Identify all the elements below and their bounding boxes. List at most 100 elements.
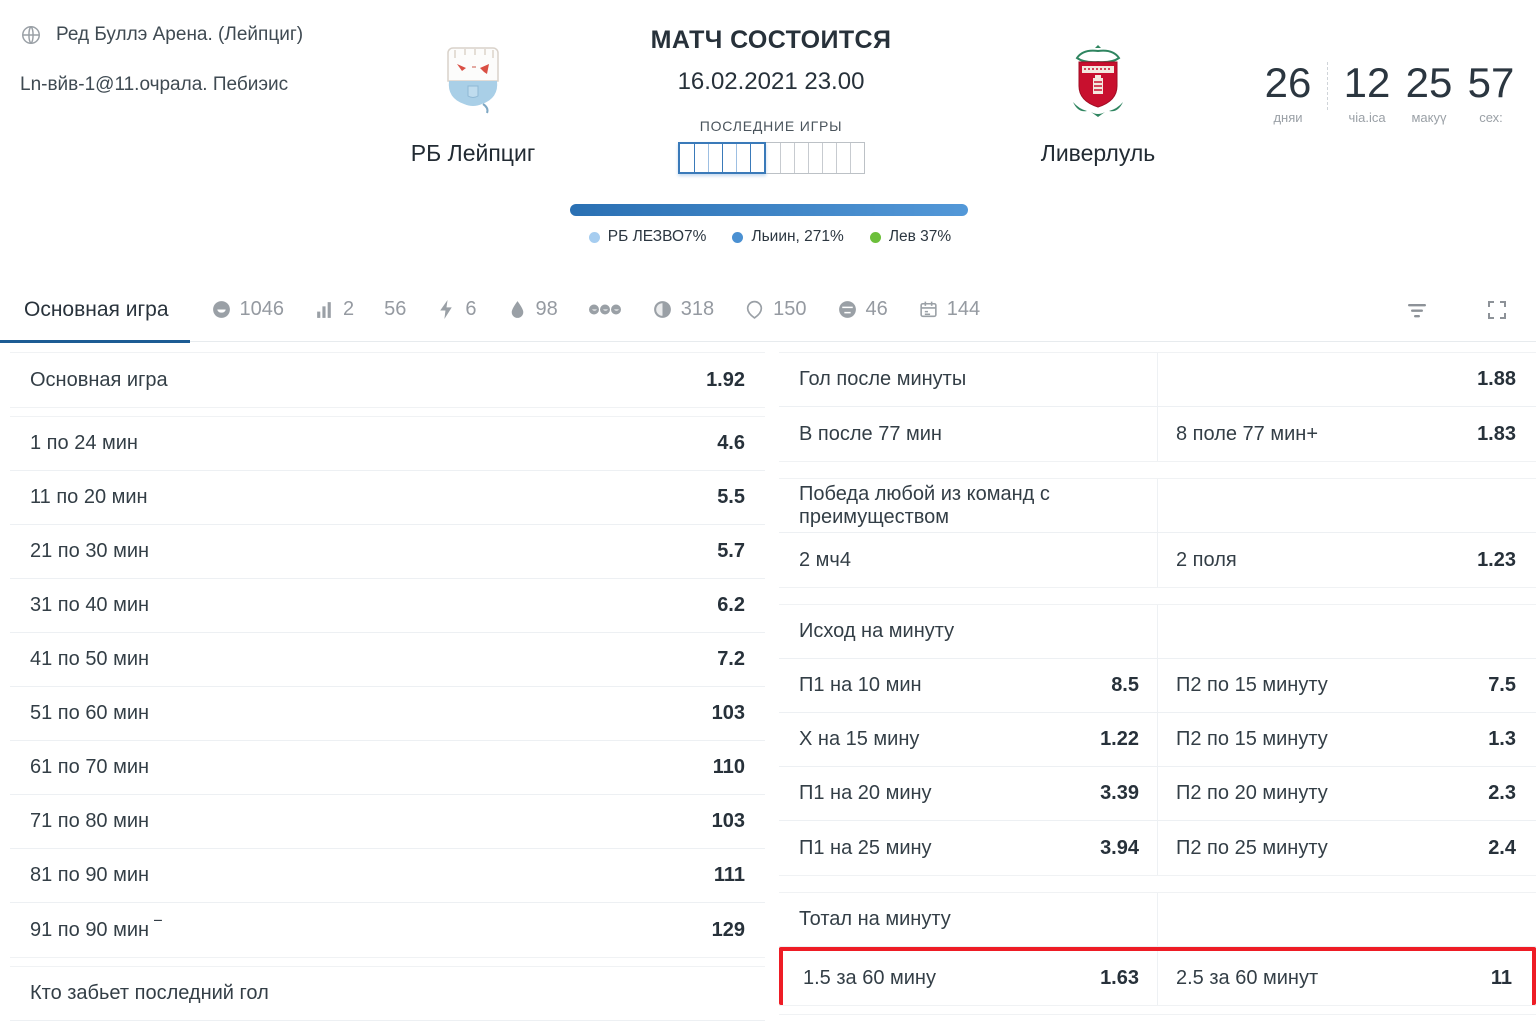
odds-cell[interactable]: П2 по 25 минуту 2.4 [1157, 821, 1536, 875]
odds-cell[interactable]: 2 мч4 [779, 533, 1157, 587]
filter-icon[interactable] [1406, 299, 1428, 321]
odds-cell[interactable]: Х на 15 мину 1.22 [779, 713, 1157, 766]
odds-label: П2 по 25 минуту [1176, 836, 1328, 859]
tab-stat-extra[interactable]: 56 [384, 298, 406, 321]
odds-label: 11 по 20 мин [30, 486, 148, 508]
odds-cell[interactable]: 1.5 за 60 мину 1.63 [783, 951, 1157, 1005]
countdown: 26 дняи 12 чіа.іса 25 макуү 57 сех: [1257, 59, 1522, 125]
odds-content: Основная игра 1.92 1 по 24 мин 4.6 11 по… [0, 352, 1536, 1024]
section-header-row[interactable]: Кто забьет последний гол [10, 967, 765, 1021]
card-goal-after-minute: Гол после минуты 1.88 В после 77 мин 8 п… [779, 352, 1536, 462]
tab-stat-value: 144 [946, 298, 981, 320]
odds-row[interactable]: 81 по 90 мин 111 [10, 849, 765, 903]
section-title: Исход на минуту [799, 620, 955, 642]
header-value-cell [1157, 605, 1536, 658]
tab-stat-value: 2 [343, 298, 355, 320]
odds-cell[interactable]: 2.5 за 60 минут 11 [1157, 951, 1532, 1005]
team-home-logo-icon [388, 44, 558, 126]
tab-stat-goals[interactable]: 318 [652, 298, 714, 321]
odds-value: 2.3 [1488, 782, 1516, 804]
legend-label-draw: Льиин, 271% [751, 228, 844, 245]
header-value-cell[interactable]: 1.88 [1157, 353, 1536, 406]
tab-stat-locations[interactable]: 150 [744, 298, 807, 321]
odds-value: 8.5 [1111, 674, 1139, 696]
odds-cell[interactable]: П2 по 15 минуту 1.3 [1157, 713, 1536, 766]
tab-stat-hot[interactable]: 98 [507, 298, 558, 321]
section-header-row: Гол после минуты 1.88 [779, 353, 1536, 407]
tab-stat-value: 318 [680, 298, 715, 320]
tab-main-game[interactable]: Основная игра [24, 297, 169, 321]
tab-stat-fast[interactable]: 6 [436, 298, 477, 321]
header-cell[interactable]: Исход на минуту [779, 605, 1157, 658]
card-outcome-by-minute: Исход на минуту П1 на 10 мин 8.5 П2 по 1… [779, 604, 1536, 876]
odds-row[interactable]: 31 по 40 мин 6.2 [10, 579, 765, 633]
tab-stat-charts[interactable]: 2 [314, 298, 354, 321]
tab-stat-value: 56 [384, 298, 407, 320]
odds-row[interactable]: 21 по 30 мин 5.7 [10, 525, 765, 579]
tab-stats: 1046 2 56 6 98 318 [211, 298, 980, 321]
odds-label: П2 по 20 минуту [1176, 782, 1328, 804]
last-games-home-cells [677, 142, 766, 174]
card-partial [779, 1014, 1536, 1024]
odds-row[interactable]: 91 по 90 мин ‾ 129 [10, 903, 765, 957]
odds-row[interactable]: 51 по 60 мин 103 [10, 687, 765, 741]
odds-label: 81 по 90 мин [30, 864, 150, 886]
tab-stat-markets[interactable]: 1046 [211, 298, 285, 321]
countdown-separator [1327, 62, 1328, 110]
odds-column-right: Гол после минуты 1.88 В после 77 мин 8 п… [779, 352, 1536, 1024]
odds-row[interactable]: Основная игра 1.92 [10, 353, 765, 407]
card-minute-intervals: 1 по 24 мин 4.6 11 по 20 мин 5.5 21 по 3… [10, 416, 765, 958]
odds-value: 1.3 [1488, 728, 1516, 750]
odds-label: П2 по 15 минуту [1176, 674, 1328, 696]
odds-cell[interactable]: П1 на 20 мину 3.39 [779, 767, 1157, 820]
last-games-away-cells [765, 142, 865, 174]
odds-row[interactable]: 41 по 50 мин 7.2 [10, 633, 765, 687]
odds-label: 71 по 80 мин [30, 810, 150, 832]
header-cell[interactable]: Победа любой из команд с преимуществом [779, 479, 1157, 532]
legend-item-away: Лев 37% [869, 228, 951, 246]
odds-cell[interactable]: 8 поле 77 мин+ 1.83 [1157, 407, 1536, 461]
odds-row[interactable]: 11 по 20 мин 5.5 [10, 471, 765, 525]
expand-icon[interactable] [1486, 299, 1508, 321]
odds-label: 2 мч4 [799, 548, 851, 571]
partial-row [779, 1015, 1536, 1024]
odds-value: 1.92 [706, 368, 745, 391]
odds-value: 3.94 [1100, 836, 1139, 859]
odds-row[interactable]: 61 по 70 мин 110 [10, 741, 765, 795]
calendar-icon [920, 301, 937, 318]
tab-stat-corners[interactable]: 46 [837, 298, 888, 321]
last-games-label: ПОСЛЕДНИЕ ИГРЫ [699, 118, 843, 134]
odds-row-pair: П1 на 20 мину 3.39 П2 по 20 минуту 2.3 [779, 767, 1536, 821]
tab-stat-value: 1046 [239, 298, 285, 320]
section-header-row: Победа любой из команд с преимуществом [779, 479, 1536, 533]
countdown-days-value: 26 [1264, 59, 1312, 106]
match-datetime: 16.02.2021 23.00 [677, 68, 865, 95]
odds-cell[interactable]: П2 по 20 минуту 2.3 [1157, 767, 1536, 820]
legend-item-home: РБ ЛЕЗВО7% [588, 228, 706, 246]
tab-stat-schedule[interactable]: 144 [918, 298, 980, 321]
ball-icon [212, 301, 230, 318]
countdown-seconds-value: 57 [1467, 59, 1515, 106]
header-cell[interactable]: Гол после минуты [779, 353, 1157, 406]
odds-cell[interactable]: В после 77 мин [779, 407, 1157, 461]
last-games-strip[interactable] [677, 142, 865, 174]
odds-row-pair: В после 77 мин 8 поле 77 мин+ 1.83 [779, 407, 1536, 461]
tab-stat-balls[interactable] [588, 299, 622, 320]
odds-cell[interactable]: П1 на 10 мин 8.5 [779, 659, 1157, 712]
odds-cell[interactable]: 2 поля 1.23 [1157, 533, 1536, 587]
odds-cell[interactable]: П1 на 25 мину 3.94 [779, 821, 1157, 875]
odds-cell[interactable]: П2 по 15 минуту 7.5 [1157, 659, 1536, 712]
odds-row[interactable]: 71 по 80 мин 103 [10, 795, 765, 849]
card-win-with-advantage: Победа любой из команд с преимуществом 2… [779, 478, 1536, 588]
legend-dot-away [869, 231, 881, 243]
odds-value: 110 [712, 756, 745, 778]
legend-item-draw: Льиин, 271% [732, 228, 844, 246]
odds-value: 1.83 [1477, 422, 1516, 445]
countdown-seconds: 57 сех: [1460, 59, 1522, 125]
header-cell[interactable]: Тотал на минуту [779, 893, 1157, 946]
odds-label: 2 поля [1176, 548, 1237, 571]
venue-block: Ред Буллэ Арена. (Лейпциг) Ln-вйв-1@11.о… [20, 24, 303, 96]
odds-value: 5.5 [717, 486, 745, 508]
odds-row[interactable]: 1 по 24 мин 4.6 [10, 417, 765, 471]
odds-column-left: Основная игра 1.92 1 по 24 мин 4.6 11 по… [10, 352, 765, 1024]
